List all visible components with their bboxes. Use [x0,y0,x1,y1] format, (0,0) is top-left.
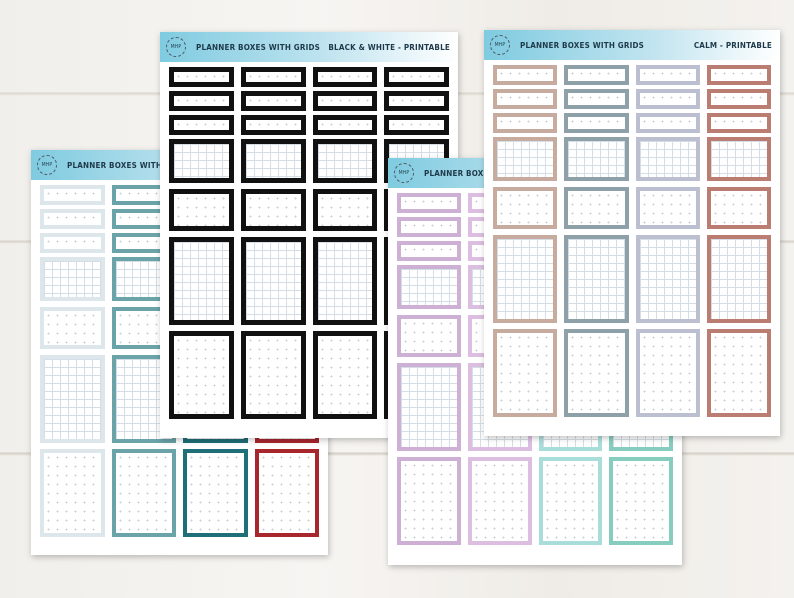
planner-box [397,265,461,309]
planner-box [493,89,558,109]
planner-box [40,449,105,537]
planner-box [240,91,306,111]
planner-box [493,137,558,181]
planner-box [397,363,461,451]
planner-box [609,457,673,545]
planner-box [111,449,176,537]
planner-box [240,139,306,183]
planner-box [397,193,461,213]
logo-badge: MHP [490,35,510,55]
logo-badge: MHP [37,155,57,175]
sheet-title: PLANNER BOXES WITH GRIDS [67,160,192,170]
planner-box [635,65,700,85]
planner-box [564,89,629,109]
planner-box [564,329,629,417]
sheet-title: PLANNER BOXES WITH GRIDS [520,40,645,50]
planner-box [312,237,378,325]
planner-box [706,329,771,417]
logo-badge: MHP [394,163,414,183]
planner-box [254,449,319,537]
planner-box [397,241,461,261]
planner-box [169,139,234,183]
planner-box [493,235,558,323]
planner-box [384,91,449,111]
planner-box [312,91,378,111]
planner-box [564,65,629,85]
planner-box [40,185,105,205]
planner-box [312,139,378,183]
planner-box [493,65,558,85]
planner-box [169,115,234,135]
planner-box [169,189,234,231]
planner-box [493,329,558,417]
planner-box [397,217,461,237]
planner-box [312,331,378,419]
sheet-header: MHP PLANNER BOXES WITH GRIDS BLACK & WHITE… [160,32,458,62]
planner-box [635,113,700,133]
logo-badge: MHP [166,37,186,57]
sticker-sheet-calm: MHP PLANNER BOXES WITH GRIDS CALM - PRINTA… [484,30,780,436]
planner-box [493,187,558,229]
planner-box [635,187,700,229]
planner-box [706,187,771,229]
planner-box [706,113,771,133]
planner-box [240,331,306,419]
planner-box [384,67,449,87]
planner-box [706,89,771,109]
planner-box [635,329,700,417]
planner-box [240,115,306,135]
planner-box [564,137,629,181]
planner-box [397,457,461,545]
planner-box [564,235,629,323]
planner-box [493,113,558,133]
planner-box [564,113,629,133]
planner-box [183,449,248,537]
planner-box [169,67,234,87]
planner-box [169,331,234,419]
planner-box [706,137,771,181]
planner-box [706,65,771,85]
planner-box [312,189,378,231]
planner-box [40,233,105,253]
planner-box [384,115,449,135]
planner-box [240,67,306,87]
planner-box [467,457,532,545]
planner-box [40,257,105,301]
planner-box [40,209,105,229]
planner-box [635,137,700,181]
planner-box [312,67,378,87]
planner-box [169,91,234,111]
planner-box [635,235,700,323]
sheet-title: PLANNER BOXES WITH GRIDS [196,42,321,52]
planner-box [40,355,105,443]
sheet-subtitle: BLACK & WHITE - PRINTABLE [328,42,450,52]
planner-box [312,115,378,135]
planner-box [635,89,700,109]
planner-box [240,237,306,325]
planner-box [564,187,629,229]
planner-box [240,189,306,231]
planner-box [111,209,176,229]
sheet-header: MHP PLANNER BOXES WITH GRIDS CALM - PRINTA… [484,30,780,60]
sheet-subtitle: CALM - PRINTABLE [693,40,772,50]
planner-box [538,457,603,545]
planner-box [397,315,461,357]
planner-box [40,307,105,349]
planner-box [169,237,234,325]
planner-box [706,235,771,323]
